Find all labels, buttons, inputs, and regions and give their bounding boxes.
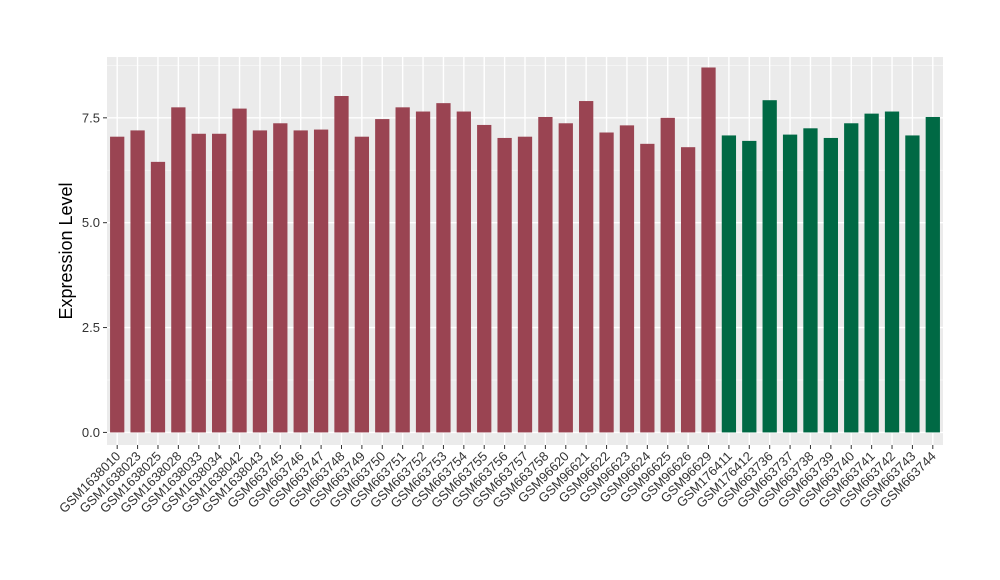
bar-GSM1638043 bbox=[252, 130, 268, 433]
y-axis-title: Expression Level bbox=[56, 182, 76, 319]
bar-GSM663746 bbox=[293, 130, 308, 433]
bar-GSM96625 bbox=[660, 117, 675, 433]
bar-GSM663749 bbox=[354, 136, 370, 433]
bar-GSM663741 bbox=[864, 113, 879, 433]
y-tick-label: 7.5 bbox=[82, 110, 100, 125]
y-tick-label: 0.0 bbox=[82, 425, 100, 440]
bar-GSM663756 bbox=[497, 137, 512, 433]
bar-GSM1638010 bbox=[110, 136, 125, 433]
bar-GSM663743 bbox=[905, 135, 920, 433]
bar-GSM96620 bbox=[558, 123, 573, 433]
bar-GSM1638042 bbox=[232, 108, 247, 433]
bar-GSM663739 bbox=[823, 137, 838, 433]
bar-GSM1638028 bbox=[171, 107, 186, 433]
bar-GSM96626 bbox=[680, 147, 696, 433]
bar-GSM663737 bbox=[782, 134, 798, 433]
bar-GSM1638033 bbox=[191, 133, 206, 433]
bar-GSM1638034 bbox=[212, 133, 227, 433]
bar-GSM663742 bbox=[884, 111, 900, 433]
bar-GSM663751 bbox=[395, 107, 410, 433]
bar-GSM663747 bbox=[313, 129, 329, 433]
bar-GSM96621 bbox=[579, 101, 594, 433]
bar-GSM663753 bbox=[436, 103, 451, 433]
y-axis: 0.0 2.5 5.0 7.5 bbox=[82, 110, 107, 440]
x-axis: GSM1638010GSM1638023GSM1638025GSM1638028… bbox=[56, 445, 939, 516]
bar-GSM96622 bbox=[599, 132, 614, 433]
y-tick-label: 2.5 bbox=[82, 320, 100, 335]
bar-GSM176411 bbox=[721, 135, 737, 433]
bar-GSM1638023 bbox=[130, 130, 145, 433]
bar-GSM663754 bbox=[456, 111, 471, 433]
y-tick-label: 5.0 bbox=[82, 215, 100, 230]
bar-GSM663738 bbox=[803, 128, 818, 433]
bar-GSM663740 bbox=[844, 123, 859, 433]
bar-GSM663758 bbox=[538, 116, 553, 433]
bar-GSM663752 bbox=[415, 111, 431, 433]
bar-GSM1638025 bbox=[150, 161, 166, 433]
bar-GSM96629 bbox=[701, 67, 716, 433]
bar-GSM663745 bbox=[273, 123, 288, 433]
bar-GSM663757 bbox=[517, 136, 533, 433]
bar-GSM663750 bbox=[375, 119, 390, 433]
bar-GSM663744 bbox=[925, 116, 940, 433]
bars bbox=[110, 67, 940, 433]
bar-GSM663755 bbox=[477, 124, 492, 433]
bar-GSM176412 bbox=[742, 140, 757, 433]
bar-GSM663736 bbox=[762, 100, 777, 433]
bar-GSM96624 bbox=[640, 143, 655, 433]
bar-GSM96623 bbox=[619, 125, 635, 433]
bar-GSM663748 bbox=[334, 96, 349, 433]
